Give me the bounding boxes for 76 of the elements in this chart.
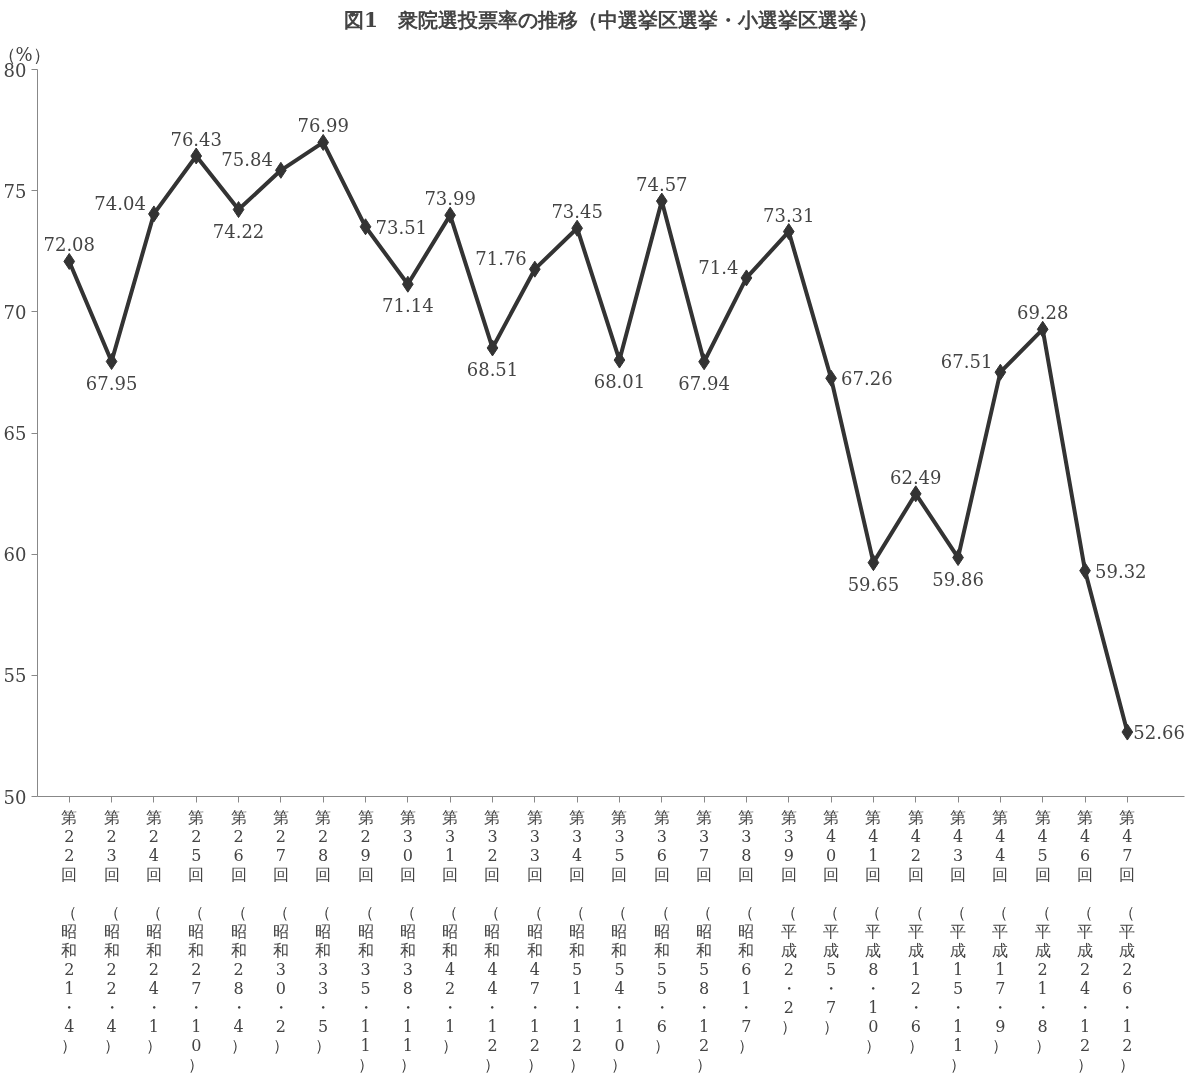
y-tick-label: 75 [3,180,27,202]
category-label: 第26回（昭和28・4） [230,807,247,1055]
point [1036,320,1049,338]
point [867,554,880,572]
data-label: 72.08 [43,234,96,256]
data-label: 75.84 [221,149,273,171]
data-label: 71.4 [698,256,739,278]
category-label: 第27回（昭和30・2） [272,807,289,1055]
category-label: 第42回（平成12・6） [907,807,924,1055]
category-label: 第36回（昭和55・6） [653,807,670,1055]
data-label: 73.45 [551,201,603,223]
point [909,485,922,503]
data-label: 71.14 [382,295,434,317]
point [63,252,76,270]
data-label: 69.28 [1016,302,1069,324]
category-label: 第24回（昭和24・1） [145,807,162,1055]
category-label: 第35回（昭和54・10） [611,807,628,1074]
data-label: 67.95 [85,372,138,394]
point [232,201,245,219]
point [105,353,118,371]
data-label: 74.04 [94,192,146,214]
point [994,363,1007,381]
chart-title: 図1 衆院選投票率の推移（中選挙区選挙・小選挙区選挙） [344,7,878,32]
category-label: 第40回（平成5・7） [823,807,840,1036]
data-label: 67.51 [940,351,993,373]
point [359,218,372,236]
category-label: 第23回（昭和22・4） [103,807,120,1055]
category-label: 第38回（昭和61・7） [738,807,755,1055]
category-label: 第44回（平成17・9） [992,807,1009,1055]
data-label: 76.99 [297,115,349,137]
category-label: 第22回（昭和21・4） [61,807,78,1055]
data-label: 74.57 [636,174,688,196]
data-label: 76.43 [170,129,222,151]
data-label: 59.86 [932,568,984,590]
data-label: 73.99 [424,188,476,210]
category-label: 第43回（平成15・11） [950,807,967,1074]
category-label: 第39回（平成2・2） [780,807,797,1036]
data-label: 73.31 [763,204,815,226]
category-label: 第32回（昭和44・12） [484,807,501,1074]
y-tick-label: 55 [3,665,27,687]
point [740,269,753,287]
data-label: 68.51 [466,358,519,380]
point [190,147,203,165]
category-label: 第31回（昭和42・1） [442,807,459,1055]
data-label: 74.22 [212,220,265,242]
category-label: 第28回（昭和33・5） [315,807,332,1055]
category-label: 第46回（平成24・12） [1077,807,1094,1074]
y-tick-label: 65 [3,423,27,444]
category-label: 第33回（昭和47・12） [526,807,543,1074]
y-tick-label: 70 [3,301,27,323]
data-label: 71.76 [475,248,527,270]
category-label: 第45回（平成21・8） [1034,807,1051,1055]
category-label: 第25回（昭和27・10） [188,807,205,1074]
data-label: 59.65 [847,573,900,595]
category-label: 第29回（昭和35・11） [357,807,374,1074]
data-label: 59.32 [1095,560,1147,582]
data-label: 67.26 [841,368,893,390]
data-label: 67.94 [678,372,730,394]
point [317,133,330,151]
category-label: 第41回（平成8・10） [865,807,882,1055]
category-label: 第47回（平成26・12） [1119,807,1136,1074]
point [1121,723,1134,741]
y-tick-label: 50 [3,786,27,808]
data-label: 68.01 [593,371,646,393]
data-label: 73.51 [375,216,428,238]
category-label: 第37回（昭和58・12） [696,807,713,1074]
category-label: 第30回（昭和38・11） [399,807,416,1074]
point [486,339,499,357]
data-label: 62.49 [889,466,942,488]
point [782,223,795,241]
point [655,192,668,210]
point [613,351,626,369]
y-tick-label: 60 [3,544,27,566]
data-label: 52.66 [1133,722,1185,744]
point [528,260,541,278]
category-label: 第34回（昭和51・12） [569,807,586,1074]
